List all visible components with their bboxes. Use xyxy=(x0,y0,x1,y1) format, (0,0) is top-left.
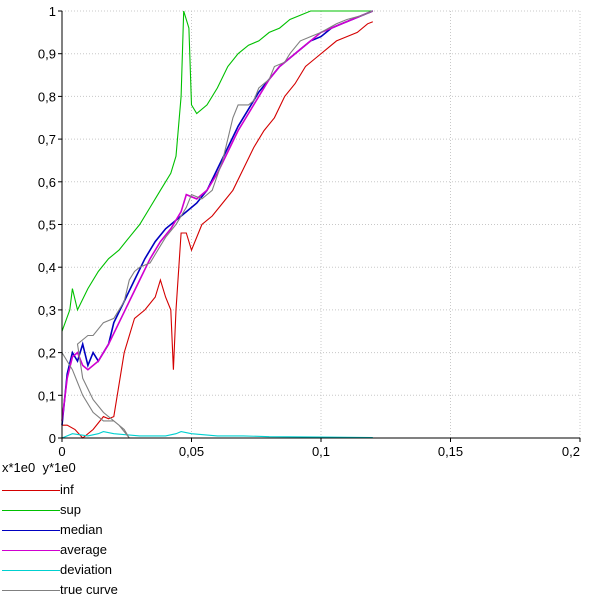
series-group xyxy=(61,10,374,439)
legend-swatch xyxy=(2,550,60,551)
legend-entry-true-curve: true curve xyxy=(0,582,200,608)
legend-entry-deviation: deviation xyxy=(0,562,200,588)
y-tick-label: 0,8 xyxy=(38,89,56,104)
legend-entry-sup: sup xyxy=(0,502,200,528)
series-line-average xyxy=(61,10,374,421)
y-tick-label: 0,5 xyxy=(38,218,56,233)
series-line-sup xyxy=(61,10,373,332)
legend-swatch xyxy=(2,490,60,491)
axis-scale-note: x*1e0 y*1e0 xyxy=(2,460,76,475)
legend-entry-inf: inf xyxy=(0,482,200,508)
y-tick-label: 0 xyxy=(49,431,56,446)
y-tick-label: 0,7 xyxy=(38,132,56,147)
legend-label: deviation xyxy=(60,562,113,577)
y-tick-label: 0,4 xyxy=(38,260,56,275)
legend: inf sup median average deviation true curve xyxy=(0,482,200,608)
tick-labels: 0 0,1 0,2 0,3 0,4 0,5 0,6 0,7 0,8 0,9 1 0 0,05 0,1 0,1… xyxy=(38,4,580,459)
y-tick-label: 1 xyxy=(49,4,56,19)
series-line-median xyxy=(61,10,374,426)
legend-swatch xyxy=(2,530,60,531)
legend-entry-average: average xyxy=(0,542,200,568)
axes xyxy=(58,10,581,442)
legend-label: inf xyxy=(60,482,74,497)
legend-swatch xyxy=(2,570,60,571)
legend-label: sup xyxy=(60,502,81,517)
x-tick-label: 0,05 xyxy=(179,444,204,459)
legend-label: true curve xyxy=(60,582,118,597)
series-line-true-curve xyxy=(61,10,374,439)
x-tick-label: 0 xyxy=(58,444,65,459)
y-tick-label: 0,3 xyxy=(38,303,56,318)
series-line-inf xyxy=(62,21,374,439)
legend-swatch xyxy=(2,590,60,591)
x-tick-label: 0,2 xyxy=(562,444,580,459)
series-line-deviation xyxy=(61,431,373,439)
legend-entry-median: median xyxy=(0,522,200,548)
legend-swatch xyxy=(2,510,60,511)
x-tick-label: 0,15 xyxy=(438,444,463,459)
y-tick-label: 0,2 xyxy=(38,346,56,361)
y-tick-label: 0,6 xyxy=(38,175,56,190)
legend-label: median xyxy=(60,522,103,537)
y-tick-label: 0,9 xyxy=(38,47,56,62)
legend-label: average xyxy=(60,542,107,557)
y-tick-label: 0,1 xyxy=(38,388,56,403)
x-tick-label: 0,1 xyxy=(312,444,330,459)
